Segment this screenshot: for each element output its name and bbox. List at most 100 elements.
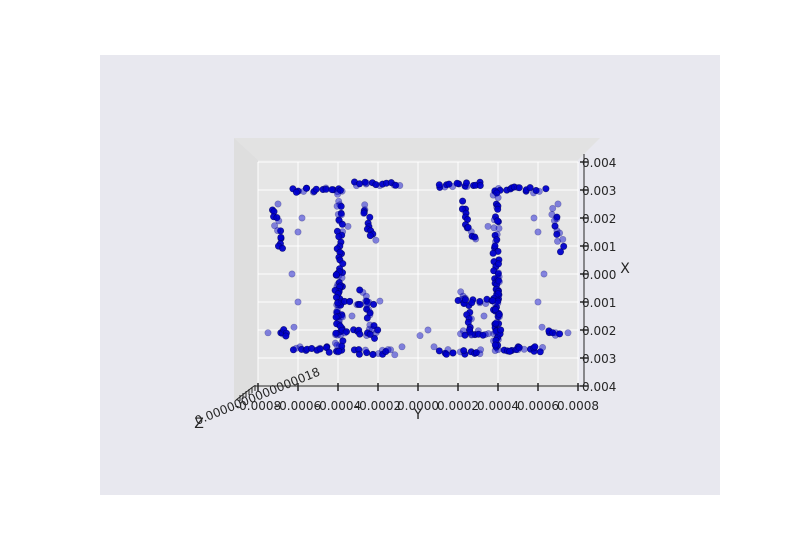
- scatter-point: [302, 184, 310, 192]
- scatter-point: [338, 220, 346, 228]
- x-axis-tick-label: 0.003: [582, 184, 616, 198]
- scatter-point: [442, 350, 450, 358]
- x-axis-label: X: [620, 261, 630, 277]
- scatter-point: [370, 334, 378, 342]
- scatter-point: [465, 326, 473, 334]
- scatter-point: [361, 346, 369, 354]
- scatter-point: [363, 314, 371, 322]
- scatter-point: [495, 278, 503, 286]
- scatter-point: [520, 345, 528, 353]
- scatter-point: [468, 330, 476, 338]
- scatter-point: [494, 260, 502, 268]
- scatter-point: [363, 301, 371, 309]
- scatter-point: [493, 189, 501, 197]
- scatter-point: [282, 332, 290, 340]
- x-axis-tick-label: 0.001: [582, 296, 616, 310]
- scatter-point: [289, 346, 297, 354]
- scatter-point: [476, 350, 484, 358]
- scatter-point: [435, 181, 443, 189]
- scatter-point: [490, 224, 498, 232]
- scatter-point: [359, 288, 367, 296]
- scatter-point: [290, 323, 298, 331]
- x-axis-tick-label: 0.002: [582, 212, 616, 226]
- scatter-point: [556, 248, 564, 256]
- back-pane-left: [234, 138, 258, 402]
- scatter-point: [493, 318, 501, 326]
- scatter-point: [494, 299, 502, 307]
- scatter-point: [361, 178, 369, 186]
- scatter-point: [540, 270, 548, 278]
- scatter-point: [553, 215, 561, 223]
- scatter-point: [549, 329, 557, 337]
- z-axis-line: [235, 385, 255, 401]
- scatter-point: [331, 339, 339, 347]
- z-axis-label: Z: [194, 416, 204, 432]
- scatter-point: [489, 249, 497, 257]
- back-pane-top: [234, 138, 600, 160]
- scatter-point: [472, 235, 480, 243]
- scatter-point: [294, 298, 302, 306]
- scatter-point: [495, 310, 503, 318]
- scatter-point: [277, 233, 285, 241]
- y-axis-tick-label: 0.0006: [517, 399, 559, 413]
- scatter-point: [495, 310, 503, 318]
- scatter-point: [336, 186, 344, 194]
- scatter-point: [464, 224, 472, 232]
- scatter-point: [542, 185, 550, 193]
- scatter-point: [494, 269, 502, 277]
- scatter-point: [333, 202, 341, 210]
- scatter-point: [449, 349, 457, 357]
- scatter-point: [278, 244, 286, 252]
- scatter-point: [532, 187, 540, 195]
- scatter-point: [477, 346, 485, 354]
- scatter-point: [288, 270, 296, 278]
- scatter-point: [333, 341, 341, 349]
- scatter-point: [472, 349, 480, 357]
- scatter-point: [348, 312, 356, 320]
- scatter-point: [335, 347, 343, 355]
- axes: -0.0008-0.0006-0.0004-0.00020.00000.0002…: [235, 154, 616, 413]
- scatter-point: [564, 329, 572, 337]
- scatter-point: [339, 260, 347, 268]
- scatter-point: [271, 222, 279, 230]
- scatter-point: [459, 197, 467, 205]
- scatter-point: [494, 194, 502, 202]
- scatter-point: [337, 209, 345, 217]
- scatter-point: [534, 298, 542, 306]
- scatter-point: [372, 181, 380, 189]
- scatter-points: [264, 178, 572, 359]
- scatter-point: [515, 343, 523, 351]
- scatter-point: [531, 343, 539, 351]
- scatter-point: [479, 331, 487, 339]
- scatter-point: [334, 299, 342, 307]
- scatter-point: [494, 270, 502, 278]
- scatter-point: [264, 329, 272, 337]
- scatter-point: [337, 202, 345, 210]
- scatter-point: [334, 190, 342, 198]
- pane: [234, 138, 600, 402]
- scatter-point: [553, 213, 561, 221]
- x-axis-tick-label: 0.002: [582, 324, 616, 338]
- y-axis-tick-label: 0.0002: [437, 399, 479, 413]
- scatter-point: [460, 347, 468, 355]
- scatter-point: [457, 288, 465, 296]
- scatter-point: [494, 277, 502, 285]
- scatter-point: [506, 347, 514, 355]
- scatter-point: [363, 297, 371, 305]
- scatter-point: [416, 332, 424, 340]
- scatter-point: [538, 323, 546, 331]
- scatter-point: [539, 343, 547, 351]
- scatter-point: [369, 350, 377, 358]
- scatter-point: [387, 346, 395, 354]
- y-axis-tick-label: 0.0008: [557, 399, 599, 413]
- scatter-point: [549, 204, 557, 212]
- scatter-point: [468, 299, 476, 307]
- scatter-point: [342, 328, 350, 336]
- x-axis-tick-label: 0.004: [582, 156, 616, 170]
- scatter-point: [430, 343, 438, 351]
- scatter-point: [480, 312, 488, 320]
- scatter-point: [274, 200, 282, 208]
- scatter-point: [275, 217, 283, 225]
- scatter-point: [462, 179, 470, 187]
